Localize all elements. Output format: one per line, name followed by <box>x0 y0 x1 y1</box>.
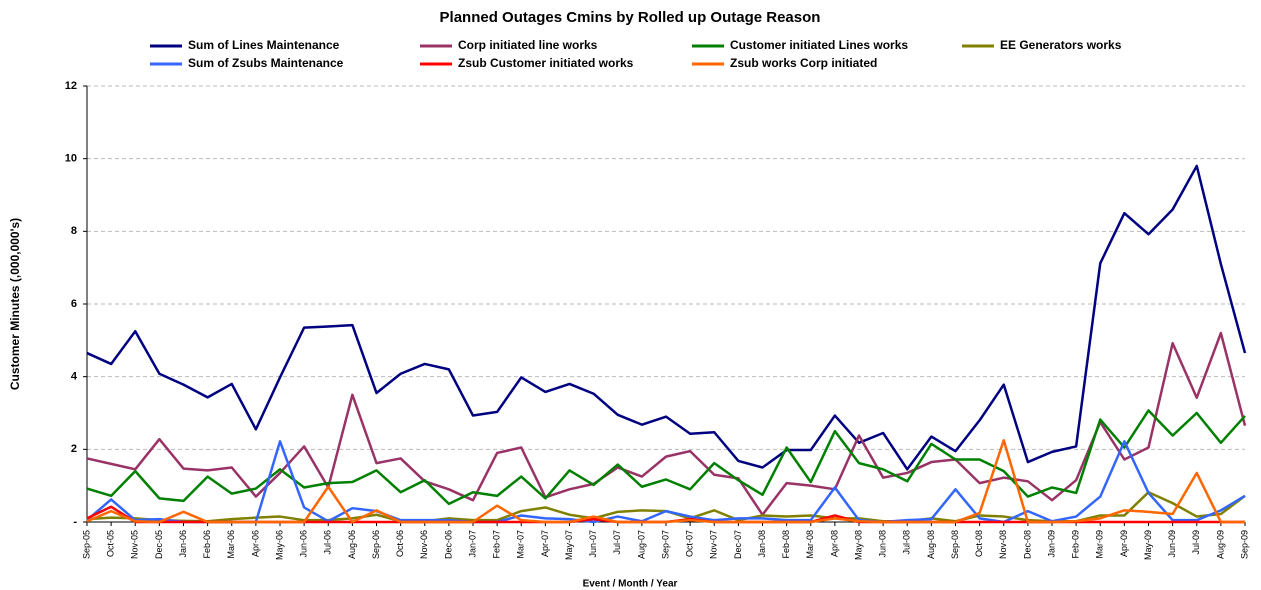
y-tick-label: 4 <box>71 371 78 383</box>
x-tick-label: Oct-07 <box>685 530 695 557</box>
x-tick-label: Nov-05 <box>130 530 140 559</box>
x-tick-label: Mar-07 <box>516 530 526 559</box>
series-line <box>86 409 1246 506</box>
x-tick-label: May-07 <box>564 530 574 560</box>
x-tick-label: May-09 <box>1143 530 1153 560</box>
y-tick-label: 2 <box>71 443 77 455</box>
x-tick-label: Feb-07 <box>492 530 502 559</box>
x-tick-label: Jan-07 <box>467 530 477 558</box>
series-line <box>86 440 1246 524</box>
x-tick-label: Jan-06 <box>178 530 188 558</box>
x-axis-label: Event / Month / Year <box>583 579 678 590</box>
x-tick-label: Aug-08 <box>926 530 936 559</box>
x-tick-label: Sep-07 <box>660 530 670 559</box>
x-tick-label: Jul-08 <box>902 530 912 555</box>
x-tick-label: Apr-07 <box>540 530 550 557</box>
x-tick-label: Jan-08 <box>757 530 767 558</box>
legend-label: Zsub works Corp initiated <box>730 56 877 70</box>
x-tick-label: Sep-06 <box>371 530 381 559</box>
x-tick-label: Nov-08 <box>998 530 1008 559</box>
legend-label: EE Generators works <box>1000 38 1122 52</box>
x-tick-label: Feb-08 <box>781 530 791 559</box>
x-tick-label: Sep-09 <box>1239 530 1249 559</box>
x-tick-label: Sep-05 <box>81 530 91 559</box>
x-tick-label: Mar-08 <box>805 530 815 559</box>
x-tick-label: Apr-08 <box>829 530 839 557</box>
x-tick-label: Jan-09 <box>1046 530 1056 558</box>
x-tick-label: Aug-06 <box>347 530 357 559</box>
x-tick-label: Mar-09 <box>1095 530 1105 559</box>
x-tick-label: Jul-07 <box>612 530 622 555</box>
x-tick-label: Jun-06 <box>299 530 309 558</box>
x-tick-label: Nov-06 <box>419 530 429 559</box>
x-tick-label: Dec-07 <box>733 530 743 559</box>
x-tick-label: Oct-06 <box>395 530 405 557</box>
legend-label: Sum of Lines Maintenance <box>188 38 340 52</box>
x-tick-label: Feb-09 <box>1071 530 1081 559</box>
y-tick-label: 8 <box>71 225 77 237</box>
x-tick-label: Jun-08 <box>878 530 888 558</box>
series-line <box>86 439 1245 524</box>
x-tick-label: Apr-09 <box>1119 530 1129 557</box>
x-tick-label: Oct-05 <box>106 530 116 557</box>
x-tick-label: Apr-06 <box>250 530 260 557</box>
x-tick-label: Dec-06 <box>443 530 453 559</box>
x-tick-label: Mar-06 <box>226 530 236 559</box>
x-tick-label: Nov-07 <box>709 530 719 559</box>
x-tick-label: Oct-08 <box>974 530 984 557</box>
x-tick-label: May-08 <box>853 530 863 560</box>
chart-title: Planned Outages Cmins by Rolled up Outag… <box>440 9 821 26</box>
x-tick-label: Aug-09 <box>1215 530 1225 559</box>
legend-label: Zsub Customer initiated works <box>458 56 634 70</box>
y-tick-label: 12 <box>65 80 77 92</box>
y-axis-label: Customer Minutes (,000,000's) <box>8 218 22 390</box>
x-tick-label: Sep-08 <box>950 530 960 559</box>
y-tick-label: 10 <box>65 153 77 165</box>
series-line <box>86 164 1247 471</box>
x-tick-label: May-06 <box>274 530 284 560</box>
x-tick-label: Dec-08 <box>1022 530 1032 559</box>
y-tick-label: 6 <box>71 298 77 310</box>
legend-label: Sum of Zsubs Maintenance <box>188 56 344 70</box>
series-line <box>86 331 1247 516</box>
x-tick-label: Jul-09 <box>1191 530 1201 555</box>
x-tick-label: Jun-07 <box>588 530 598 558</box>
legend-label: Customer initiated Lines works <box>730 38 908 52</box>
x-tick-label: Dec-05 <box>154 530 164 559</box>
x-tick-label: Feb-06 <box>202 530 212 559</box>
legend-label: Corp initiated line works <box>458 38 598 52</box>
x-tick-label: Jun-09 <box>1167 530 1177 558</box>
x-tick-label: Aug-07 <box>636 530 646 559</box>
x-tick-label: Jul-06 <box>323 530 333 555</box>
y-tick-label: - <box>73 516 77 528</box>
